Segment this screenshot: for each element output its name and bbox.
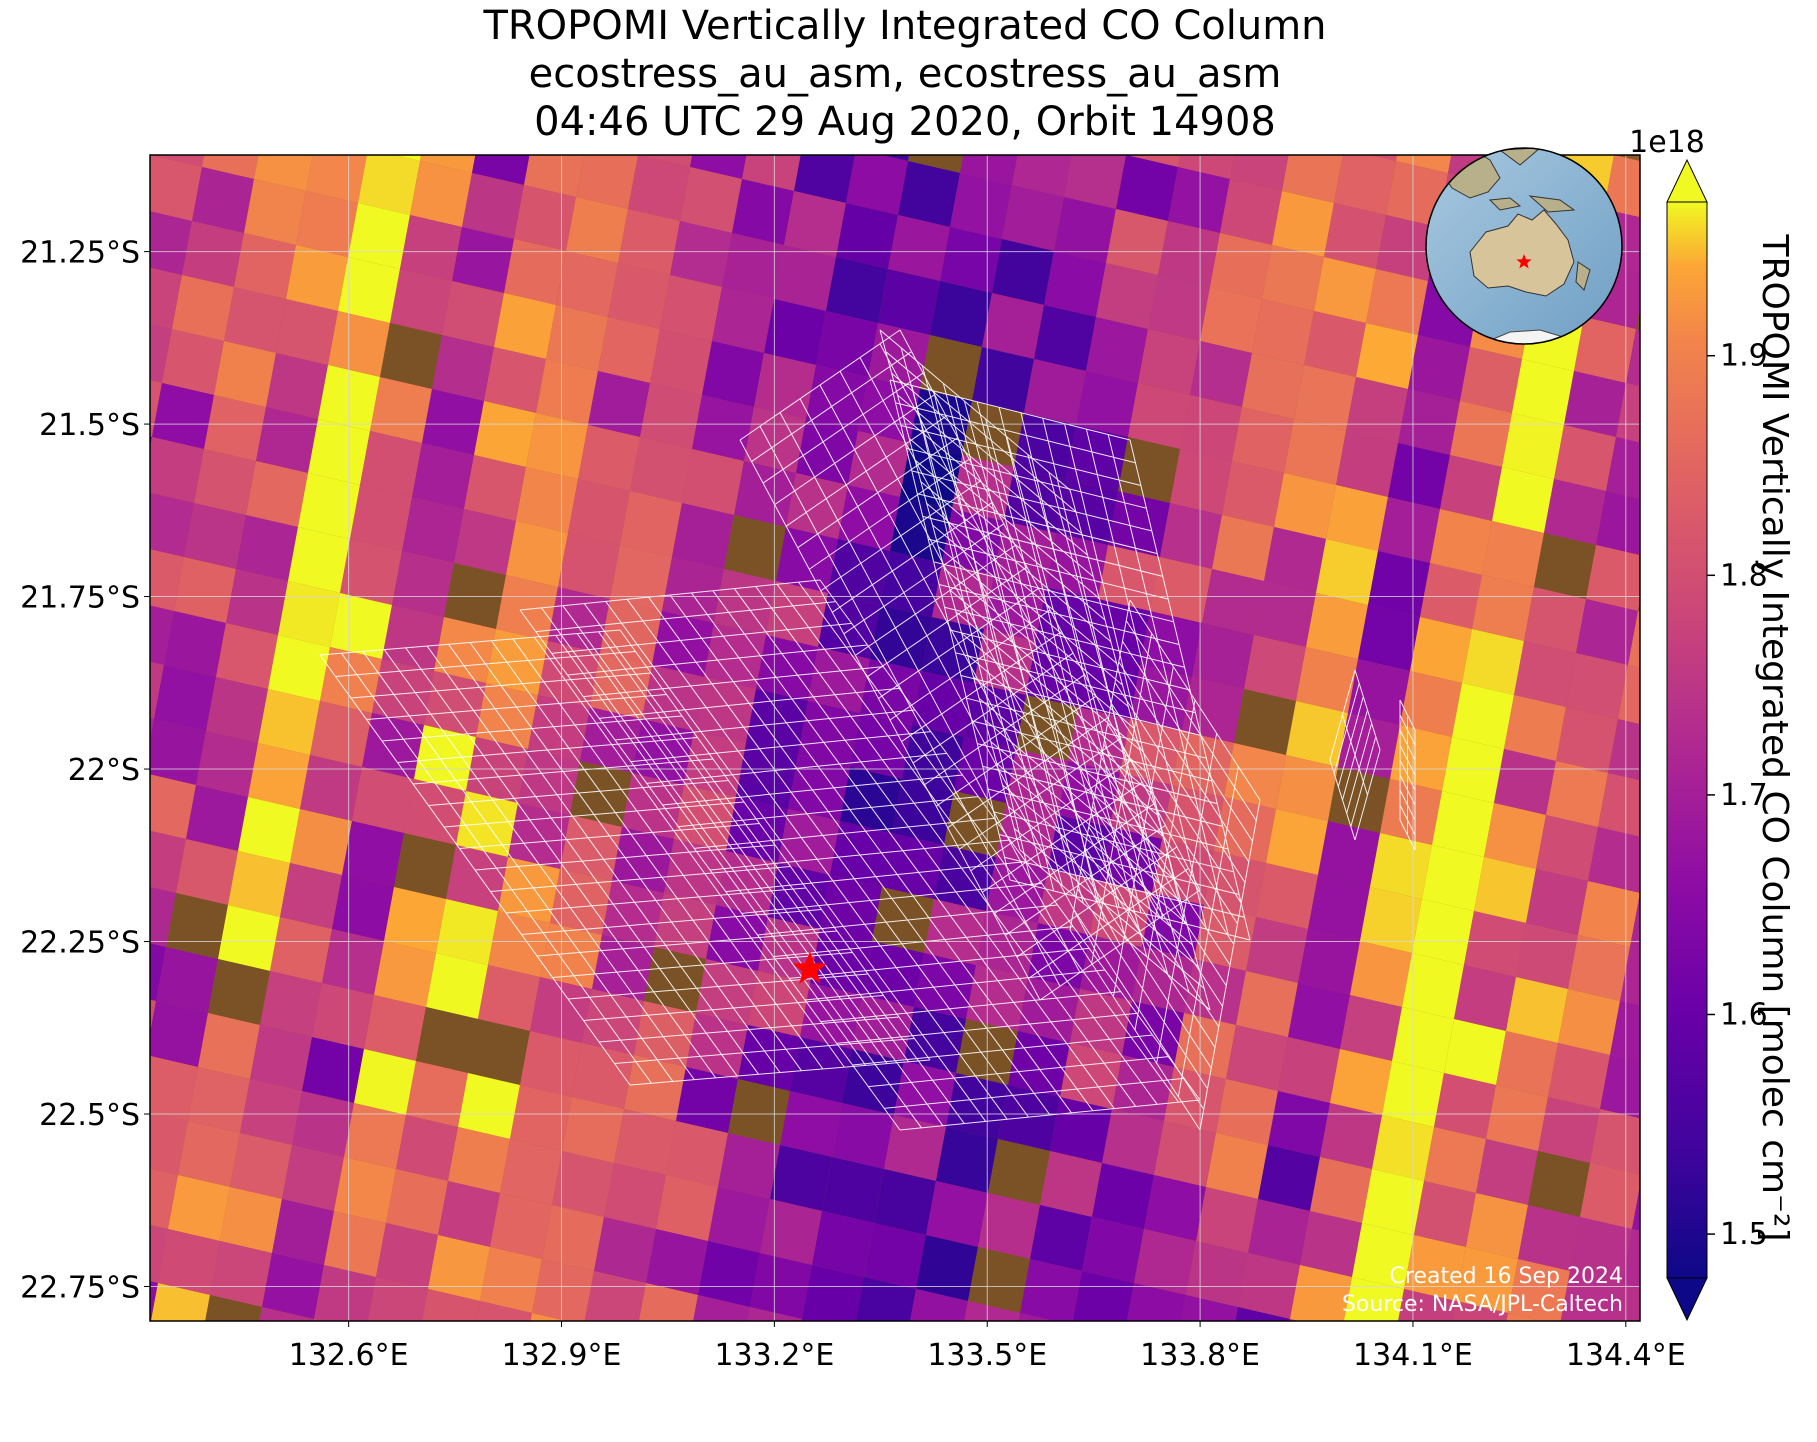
map-panel: Created 16 Sep 2024 Source: NASA/JPL-Cal… — [150, 155, 1640, 1321]
latitude-tick-label: 21.5°S — [39, 408, 140, 443]
longitude-tick-label: 133.8°E — [1140, 1338, 1260, 1373]
colorbar-tick-label: 1.9 — [1720, 339, 1768, 374]
longitude-tick-label: 132.9°E — [502, 1338, 622, 1373]
latitude-tick-label: 22.5°S — [39, 1098, 140, 1133]
title-line-3: 04:46 UTC 29 Aug 2020, Orbit 14908 — [534, 99, 1276, 145]
ecostress-footprint-layer — [319, 329, 1416, 1131]
latitude-tick-label: 21.25°S — [20, 236, 140, 271]
latitude-tick-label: 21.75°S — [20, 581, 140, 616]
colorbar-tick-label: 1.6 — [1720, 997, 1768, 1032]
colorbar-ramp — [1667, 202, 1707, 1278]
colorbar: 1.5 1.6 1.7 1.8 1.9 1e18 TROPOMI Vertically … — [1629, 125, 1795, 1322]
inset-globe — [1425, 147, 1623, 345]
australia-shape — [1469, 209, 1575, 297]
site-marker — [792, 951, 827, 984]
credit-created: Created 16 Sep 2024 — [1390, 1264, 1624, 1289]
colorbar-tick-label: 1.5 — [1720, 1217, 1768, 1252]
globe-site-marker — [1516, 254, 1532, 269]
map-gridlines — [150, 155, 1640, 1321]
longitude-tick-label: 134.1°E — [1353, 1338, 1473, 1373]
longitude-tick-labels: 132.6°E 132.9°E 133.2°E 133.5°E 133.8°E 134.1… — [289, 1321, 1686, 1373]
longitude-tick-label: 134.4°E — [1566, 1338, 1686, 1373]
latitude-tick-label: 22.75°S — [20, 1271, 140, 1306]
map-frame — [149, 154, 1641, 1322]
colorbar-ticks: 1.5 1.6 1.7 1.8 1.9 — [1707, 339, 1768, 1252]
colorbar-tick-label: 1.8 — [1720, 558, 1768, 593]
antarctica-shape — [1478, 329, 1574, 344]
latitude-tick-label: 22°S — [68, 753, 140, 788]
longitude-tick-label: 133.2°E — [714, 1338, 834, 1373]
credit-source: Source: NASA/JPL-Caltech — [1342, 1292, 1623, 1317]
islands-shape — [1488, 195, 1591, 291]
latitude-tick-labels: 21.25°S 21.5°S 21.75°S 22°S 22.25°S 22.5°S 22.… — [20, 236, 150, 1306]
title-line-2: ecostress_au_asm, ecostress_au_asm — [528, 51, 1282, 97]
longitude-tick-label: 132.6°E — [289, 1338, 409, 1373]
colorbar-extend-min — [1666, 1277, 1708, 1322]
colorbar-extend-max — [1666, 158, 1708, 203]
title-line-1: TROPOMI Vertically Integrated CO Column — [483, 3, 1327, 49]
colorbar-label: TROPOMI Vertically Integrated CO Column … — [1754, 233, 1795, 1241]
colorbar-tick-label: 1.7 — [1720, 778, 1768, 813]
figure-title: TROPOMI Vertically Integrated CO Column … — [150, 2, 1660, 146]
latitude-tick-label: 22.25°S — [20, 926, 140, 961]
colorbar-multiplier: 1e18 — [1629, 125, 1705, 160]
longitude-tick-label: 133.5°E — [927, 1338, 1047, 1373]
co-pixel-layer — [150, 155, 1640, 1321]
